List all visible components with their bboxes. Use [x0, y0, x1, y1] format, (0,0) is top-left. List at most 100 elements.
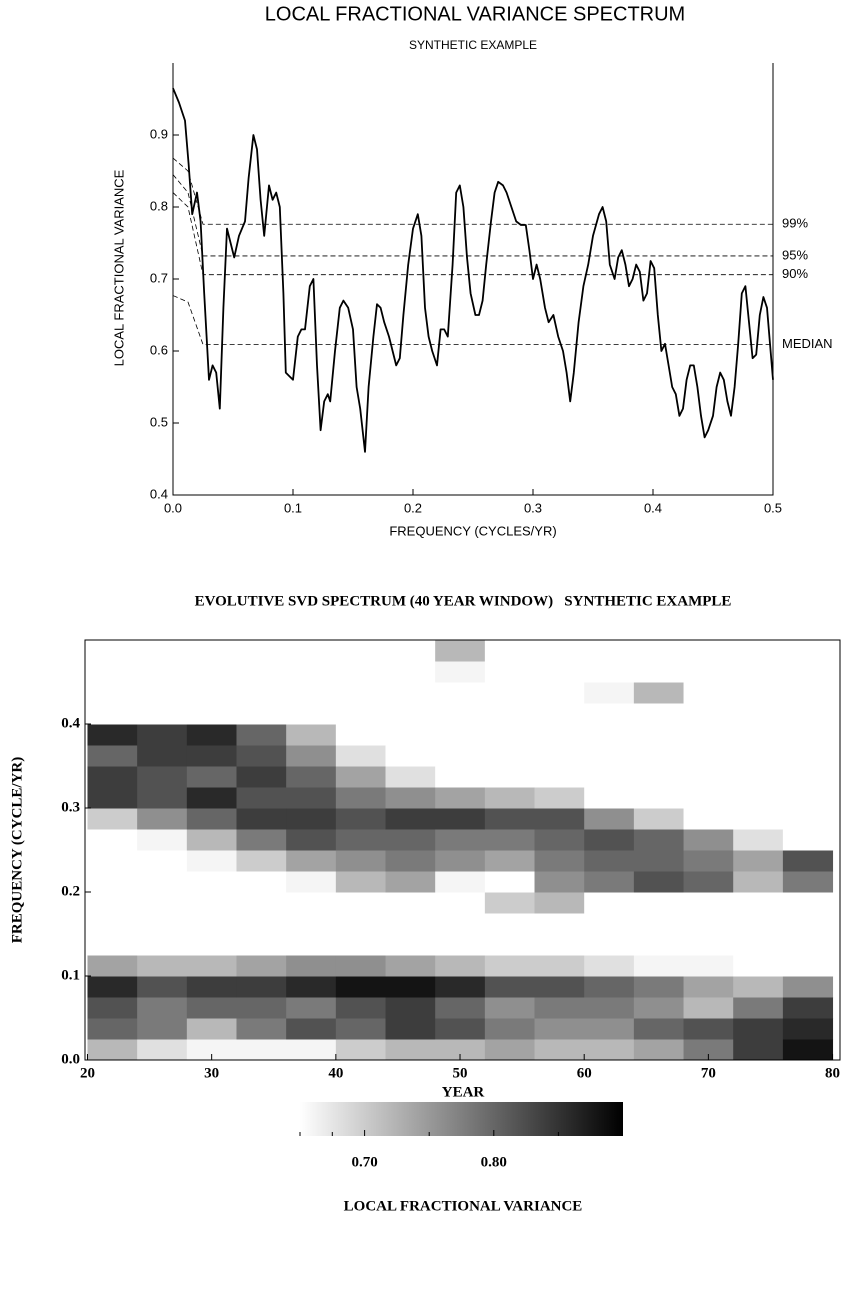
heat-cell [137, 997, 188, 1019]
heat-cell [733, 661, 784, 683]
heat-cell [484, 892, 536, 914]
heat-cell [87, 661, 138, 683]
heat-cell [733, 955, 784, 977]
heat-cell [385, 913, 436, 935]
y-tick-label: 0.2 [61, 883, 80, 899]
heat-cell [435, 850, 486, 872]
heat-cell [534, 1039, 585, 1061]
heat-cell [87, 997, 138, 1019]
heat-cell [435, 661, 486, 683]
heat-cell [782, 808, 834, 830]
heat-cell [186, 913, 237, 935]
heat-cell [236, 703, 287, 725]
heat-cell [137, 976, 188, 998]
x-tick-label: 20 [80, 1065, 95, 1081]
heat-cell [683, 682, 734, 704]
heat-cell [186, 1039, 237, 1061]
colorbar-label: LOCAL FRACTIONAL VARIANCE [344, 1198, 583, 1214]
heat-cell [186, 703, 237, 725]
colorbar-tick-label: 0.80 [481, 1154, 507, 1170]
heat-cell [335, 745, 387, 767]
heat-cell [236, 976, 287, 998]
y-tick-label: 0.5 [150, 414, 168, 429]
heat-cell [782, 850, 834, 872]
heat-cell [87, 640, 138, 662]
heat-cell [286, 724, 337, 746]
heat-cell [87, 787, 138, 809]
heat-cell [733, 808, 784, 830]
heat-cell [435, 640, 486, 662]
heat-cell [435, 955, 486, 977]
y-tick-label: 0.7 [150, 270, 168, 285]
heat-cell [484, 955, 536, 977]
heat-cell [286, 1039, 337, 1061]
heat-cell [633, 808, 685, 830]
heat-cell [236, 934, 287, 956]
heat-cell [633, 976, 685, 998]
heat-cell [435, 766, 486, 788]
heat-cell [186, 892, 237, 914]
heat-cell [782, 703, 834, 725]
heat-cell [87, 1018, 138, 1040]
heat-cell [236, 1018, 287, 1040]
heat-cell [782, 682, 834, 704]
heat-cell [435, 913, 486, 935]
axis-frame [172, 63, 774, 496]
reference-label: 90% [782, 266, 808, 281]
heat-cell [584, 955, 635, 977]
x-tick-label: 0.4 [644, 500, 662, 515]
heat-cell [335, 682, 387, 704]
reference-line [172, 174, 773, 257]
heat-cell [87, 934, 138, 956]
heat-cell [733, 682, 784, 704]
y-tick-label: 0.9 [150, 126, 168, 141]
heat-cell [534, 997, 585, 1019]
x-tick-label: 40 [328, 1065, 343, 1081]
heat-cell [186, 1018, 237, 1040]
chart-title: LOCAL FRACTIONAL VARIANCE SPECTRUM [265, 3, 685, 25]
heat-cell [733, 997, 784, 1019]
heat-cell [484, 724, 536, 746]
heat-cell [534, 850, 585, 872]
heat-cell [87, 808, 138, 830]
reference-line [172, 295, 773, 345]
heat-cell [782, 724, 834, 746]
heat-cell [435, 976, 486, 998]
heat-cell [484, 745, 536, 767]
heat-cell [484, 640, 536, 662]
heat-cell [782, 997, 834, 1019]
heat-cell [335, 976, 387, 998]
heat-cell [286, 661, 337, 683]
heat-cell [435, 745, 486, 767]
heat-cell [286, 871, 337, 893]
axis-frame [84, 639, 841, 1061]
heat-cell [385, 955, 436, 977]
heat-cell [236, 787, 287, 809]
heat-cell [484, 808, 536, 830]
heat-cell [137, 745, 188, 767]
heat-cell [186, 787, 237, 809]
heat-cell [484, 1018, 536, 1040]
heat-cell [335, 934, 387, 956]
heat-cell [782, 1039, 834, 1061]
heat-cell [782, 892, 834, 914]
heat-cell [435, 871, 486, 893]
heat-cell [236, 997, 287, 1019]
heat-cell [782, 640, 834, 662]
heat-cell [484, 1039, 536, 1061]
heat-cell [186, 808, 237, 830]
heat-cell [683, 808, 734, 830]
y-axis-label: FREQUENCY (CYCLE/YR) [9, 757, 25, 944]
heat-cell [633, 745, 685, 767]
heat-cell [584, 892, 635, 914]
heat-cell [484, 661, 536, 683]
chart-subtitle: SYNTHETIC EXAMPLE [409, 38, 537, 52]
heat-cell [236, 745, 287, 767]
heat-cell [87, 724, 138, 746]
heat-cell [633, 871, 685, 893]
heat-cell [633, 913, 685, 935]
reference-label: MEDIAN [782, 336, 833, 351]
heat-cell [236, 955, 287, 977]
heat-cell [137, 640, 188, 662]
heat-cell [186, 955, 237, 977]
